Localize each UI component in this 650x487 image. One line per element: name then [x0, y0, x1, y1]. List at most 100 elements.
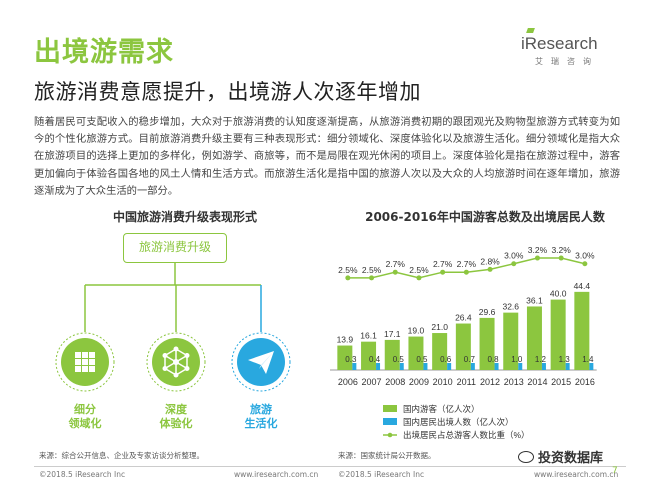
- bar-domestic: [574, 291, 590, 370]
- bar-outbound: [518, 363, 523, 370]
- x-tick-label: 2006: [338, 377, 358, 387]
- point-ratio: [463, 269, 469, 275]
- x-tick-label: 2008: [385, 377, 405, 387]
- bar-domestic: [384, 339, 400, 370]
- left-panel-title: 中国旅游消费升级表现形式: [112, 210, 257, 224]
- footer-copyright-right: ©2018.5 iResearch Inc: [338, 470, 425, 479]
- footer-copyright-left: ©2018.5 iResearch Inc: [39, 470, 126, 479]
- bar-outbound: [565, 363, 570, 370]
- data-label-domestic: 16.1: [360, 331, 377, 341]
- point-ratio: [534, 255, 540, 261]
- data-label-ratio: 3.0%: [504, 251, 524, 261]
- data-label-domestic: 36.1: [526, 295, 543, 305]
- data-label-outbound: 0.3: [345, 355, 357, 364]
- label-lifestyle: 旅游 生活化: [244, 403, 278, 430]
- cube-network-icon: [152, 338, 200, 386]
- data-label-ratio: 3.0%: [575, 251, 595, 261]
- page-number: 7: [612, 466, 618, 476]
- data-label-ratio: 2.8%: [480, 256, 500, 266]
- bar-domestic: [550, 299, 566, 370]
- bar-outbound: [376, 363, 381, 370]
- bar-domestic: [455, 323, 471, 370]
- grid-icon: [61, 338, 109, 386]
- data-label-ratio: 2.7%: [457, 259, 477, 269]
- x-tick-label: 2010: [433, 377, 453, 387]
- point-ratio: [440, 269, 446, 275]
- upgrade-root-box: 旅游消费升级: [123, 233, 227, 263]
- data-label-domestic: 32.6: [502, 302, 519, 312]
- data-label-outbound: 0.8: [487, 355, 499, 364]
- label-segmented: 细分 领域化: [68, 403, 102, 430]
- data-label-outbound: 1.2: [535, 355, 547, 364]
- data-label-outbound: 1.4: [582, 355, 594, 364]
- chart-title: 2006-2016年中国游客总数及出境居民人数: [365, 210, 605, 224]
- data-label-outbound: 0.4: [369, 355, 381, 364]
- point-ratio: [511, 261, 517, 267]
- legend-swatch-domestic: [383, 405, 397, 412]
- paper-plane-icon: [237, 338, 285, 386]
- bar-domestic: [503, 312, 519, 370]
- bar-domestic: [337, 345, 353, 370]
- bar-domestic: [479, 317, 495, 370]
- data-label-ratio: 2.7%: [433, 259, 453, 269]
- data-label-domestic: 29.6: [479, 307, 496, 317]
- point-ratio: [487, 266, 493, 272]
- bar-outbound: [541, 363, 546, 370]
- data-label-domestic: 26.4: [455, 313, 472, 323]
- logo-text: iResearch: [521, 34, 598, 53]
- bar-domestic: [408, 336, 424, 370]
- point-ratio: [558, 255, 564, 261]
- x-tick-label: 2012: [480, 377, 500, 387]
- x-tick-label: 2007: [362, 377, 382, 387]
- legend-label-ratio: 出境居民占总游客人数比重（%）: [403, 430, 530, 440]
- data-label-outbound: 1.0: [511, 355, 523, 364]
- data-label-outbound: 0.5: [416, 355, 428, 364]
- label-deep-experience: 深度 体验化: [159, 403, 193, 430]
- bar-outbound: [399, 363, 404, 370]
- data-label-ratio: 2.5%: [362, 265, 382, 275]
- source-left: 来源：综合公开信息、企业及专家访谈分析整理。: [39, 451, 204, 460]
- data-label-domestic: 19.0: [408, 326, 425, 336]
- bar-domestic: [432, 333, 448, 370]
- x-tick-label: 2014: [527, 377, 547, 387]
- point-ratio: [416, 275, 422, 281]
- page-subtitle: 旅游消费意愿提升，出境游人次逐年增加: [34, 80, 421, 104]
- data-label-outbound: 0.6: [440, 355, 452, 364]
- x-tick-label: 2011: [457, 377, 476, 387]
- footer-url-right: www.iresearch.com.cn: [534, 470, 619, 479]
- legend-label-outbound: 国内居民出境人数（亿人次）: [403, 417, 514, 427]
- point-ratio: [369, 275, 375, 281]
- x-tick-label: 2016: [575, 377, 595, 387]
- footer-url-left: www.iresearch.com.cn: [234, 470, 319, 479]
- data-label-outbound: 1.3: [559, 355, 571, 364]
- point-ratio: [345, 275, 351, 281]
- legend-swatch-outbound: [383, 418, 397, 425]
- iresearch-logo: iResearch 艾瑞咨询: [521, 28, 621, 74]
- data-label-ratio: 2.7%: [386, 259, 406, 269]
- logo-cn-text: 艾瑞咨询: [535, 57, 599, 66]
- bar-domestic: [361, 341, 377, 370]
- wechat-icon: [518, 451, 534, 463]
- data-label-domestic: 44.4: [574, 281, 591, 291]
- bar-outbound: [447, 363, 452, 370]
- intro-paragraph: 随着居民可支配收入的稳步增加，大众对于旅游消费的认知度逐渐提高，从旅游消费初期的…: [34, 116, 620, 197]
- source-right: 来源：国家统计局公开数据。: [338, 451, 436, 460]
- point-ratio: [582, 261, 588, 267]
- x-tick-label: 2009: [409, 377, 429, 387]
- data-label-domestic: 40.0: [550, 289, 567, 299]
- watermark: 投资数据库: [518, 447, 603, 466]
- legend-label-domestic: 国内游客（亿人次）: [403, 404, 480, 414]
- data-label-domestic: 13.9: [337, 335, 354, 345]
- data-label-outbound: 0.7: [464, 355, 476, 364]
- point-ratio: [392, 269, 398, 275]
- footer-divider: [34, 466, 626, 467]
- data-label-ratio: 2.5%: [338, 265, 358, 275]
- bar-domestic: [526, 306, 542, 370]
- data-label-outbound: 0.5: [393, 355, 405, 364]
- bar-outbound: [423, 363, 428, 370]
- legend-marker-ratio: [387, 432, 393, 438]
- data-label-domestic: 17.1: [384, 329, 401, 339]
- bar-outbound: [494, 363, 499, 370]
